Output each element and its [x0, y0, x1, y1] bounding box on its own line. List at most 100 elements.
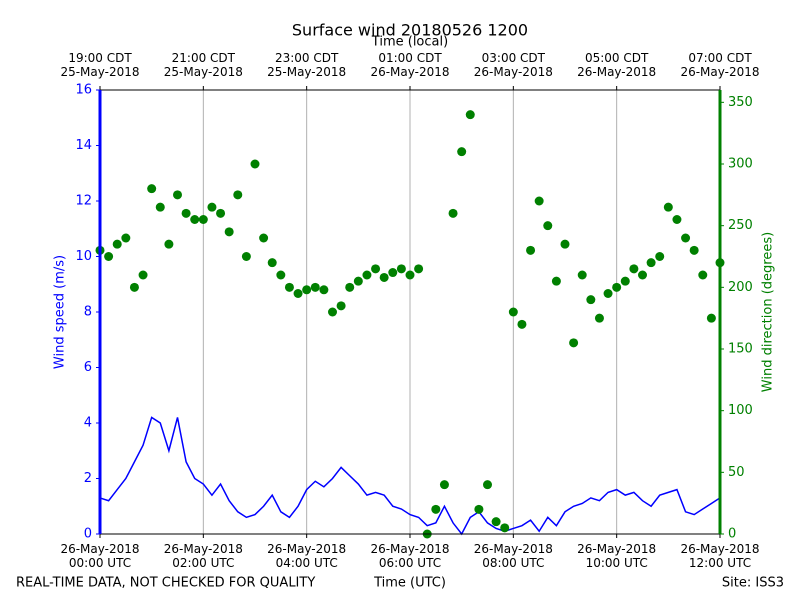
site-label: Site: ISS3: [722, 576, 784, 591]
x2-tick-label: 21:00 CDT 25-May-2018: [163, 51, 243, 79]
x-tick-label: 26-May-2018 02:00 UTC: [163, 542, 243, 570]
y-tick-label: 4: [84, 416, 92, 431]
wind-direction-point: [457, 147, 467, 157]
wind-direction-point: [147, 184, 157, 194]
wind-direction-point: [431, 504, 441, 514]
y-tick-label: 2: [84, 471, 92, 486]
wind-direction-point: [233, 190, 243, 200]
wind-direction-point: [284, 282, 294, 292]
wind-direction-point: [706, 313, 716, 323]
y2-tick-label: 150: [728, 342, 753, 357]
wind-direction-point: [104, 252, 114, 261]
wind-direction-point: [121, 233, 131, 243]
wind-direction-point: [500, 523, 510, 533]
y2-tick-label: 300: [728, 157, 753, 172]
y-tick-label: 8: [84, 305, 92, 320]
wind-direction-point: [293, 289, 303, 298]
x2-tick-label: 19:00 CDT 25-May-2018: [60, 51, 140, 79]
wind-direction-point: [560, 239, 570, 249]
y2-tick-label: 350: [728, 95, 753, 110]
wind-direction-point: [216, 208, 226, 218]
y2-tick-label: 0: [728, 527, 736, 542]
wind-direction-point: [439, 480, 449, 490]
wind-direction-point: [672, 215, 682, 224]
wind-direction-point: [388, 268, 398, 278]
wind-direction-point: [517, 319, 527, 329]
y2-axis-title: Wind direction (degrees): [761, 232, 776, 392]
wind-direction-point: [353, 276, 363, 286]
x-tick-label: 26-May-2018 12:00 UTC: [680, 542, 760, 570]
wind-speed-line: [99, 416, 721, 536]
wind-direction-point: [586, 295, 596, 305]
y-tick-label: 0: [84, 527, 92, 542]
wind-direction-point: [190, 215, 200, 224]
wind-direction-point: [638, 270, 647, 280]
wind-direction-point: [698, 270, 708, 280]
wind-direction-point: [491, 517, 501, 527]
wind-direction-point: [655, 252, 665, 261]
wind-direction-point: [594, 313, 604, 323]
wind-direction-point: [465, 110, 475, 120]
wind-direction-point: [276, 270, 286, 280]
x2-tick-label: 03:00 CDT 26-May-2018: [473, 51, 553, 79]
x2-axis-title: Time (local): [371, 35, 448, 50]
wind-direction-point: [663, 202, 673, 212]
wind-direction-point: [198, 215, 208, 224]
wind-direction-point: [474, 504, 484, 514]
wind-direction-point: [620, 276, 630, 286]
wind-direction-point: [164, 239, 174, 249]
wind-direction-point: [224, 227, 234, 237]
wind-direction-point: [414, 264, 424, 274]
y2-tick-label: 50: [728, 465, 745, 480]
wind-direction-point: [629, 264, 639, 274]
y-axis-title: Wind speed (m/s): [53, 255, 68, 369]
chart-title: Surface wind 20180526 1200: [292, 21, 528, 40]
y-tick-label: 12: [75, 194, 92, 209]
wind-direction-point: [681, 233, 691, 243]
wind-direction-point: [551, 276, 561, 286]
footer-note: REAL-TIME DATA, NOT CHECKED FOR QUALITY: [16, 576, 315, 591]
x-tick-label: 26-May-2018 10:00 UTC: [577, 542, 657, 570]
wind-direction-point: [250, 159, 260, 169]
x-tick-label: 26-May-2018 04:00 UTC: [267, 542, 347, 570]
y2-tick-label: 250: [728, 218, 753, 233]
y-tick-label: 10: [75, 249, 92, 264]
y-tick-label: 16: [75, 83, 92, 98]
wind-direction-point: [603, 289, 613, 298]
x-tick-label: 26-May-2018 08:00 UTC: [473, 542, 553, 570]
wind-direction-point: [129, 282, 139, 292]
x-tick-label: 26-May-2018 06:00 UTC: [370, 542, 450, 570]
wind-direction-point: [543, 221, 553, 231]
wind-direction-point: [328, 307, 337, 317]
y2-tick-label: 200: [728, 280, 753, 295]
wind-direction-point: [405, 270, 415, 280]
wind-direction-point: [336, 301, 346, 311]
wind-direction-point: [207, 202, 217, 212]
y-tick-label: 6: [84, 360, 92, 375]
x2-tick-label: 07:00 CDT 26-May-2018: [680, 51, 760, 79]
wind-direction-point: [448, 208, 458, 218]
wind-direction-point: [319, 285, 329, 295]
wind-direction-point: [259, 233, 269, 243]
wind-direction-point: [569, 338, 579, 348]
wind-direction-point: [371, 264, 381, 274]
wind-direction-point: [534, 196, 544, 206]
x-tick-label: 26-May-2018 00:00 UTC: [60, 542, 140, 570]
wind-direction-point: [302, 285, 312, 295]
x2-tick-label: 23:00 CDT 25-May-2018: [267, 51, 347, 79]
x2-tick-label: 05:00 CDT 26-May-2018: [577, 51, 657, 79]
wind-direction-point: [138, 270, 148, 280]
wind-direction-point: [112, 239, 122, 249]
y-tick-label: 14: [75, 138, 92, 153]
wind-direction-point: [483, 480, 492, 490]
wind-direction-point: [508, 307, 518, 317]
wind-direction-point: [310, 282, 320, 292]
wind-direction-point: [689, 245, 699, 255]
wind-direction-point: [362, 270, 372, 280]
wind-direction-point: [345, 282, 355, 292]
wind-direction-point: [173, 190, 182, 200]
wind-direction-point: [396, 264, 406, 274]
y2-tick-label: 100: [728, 403, 753, 418]
